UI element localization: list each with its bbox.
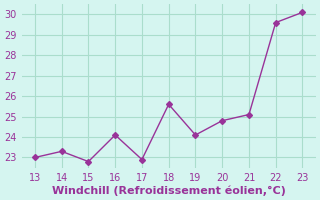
- X-axis label: Windchill (Refroidissement éolien,°C): Windchill (Refroidissement éolien,°C): [52, 185, 286, 196]
